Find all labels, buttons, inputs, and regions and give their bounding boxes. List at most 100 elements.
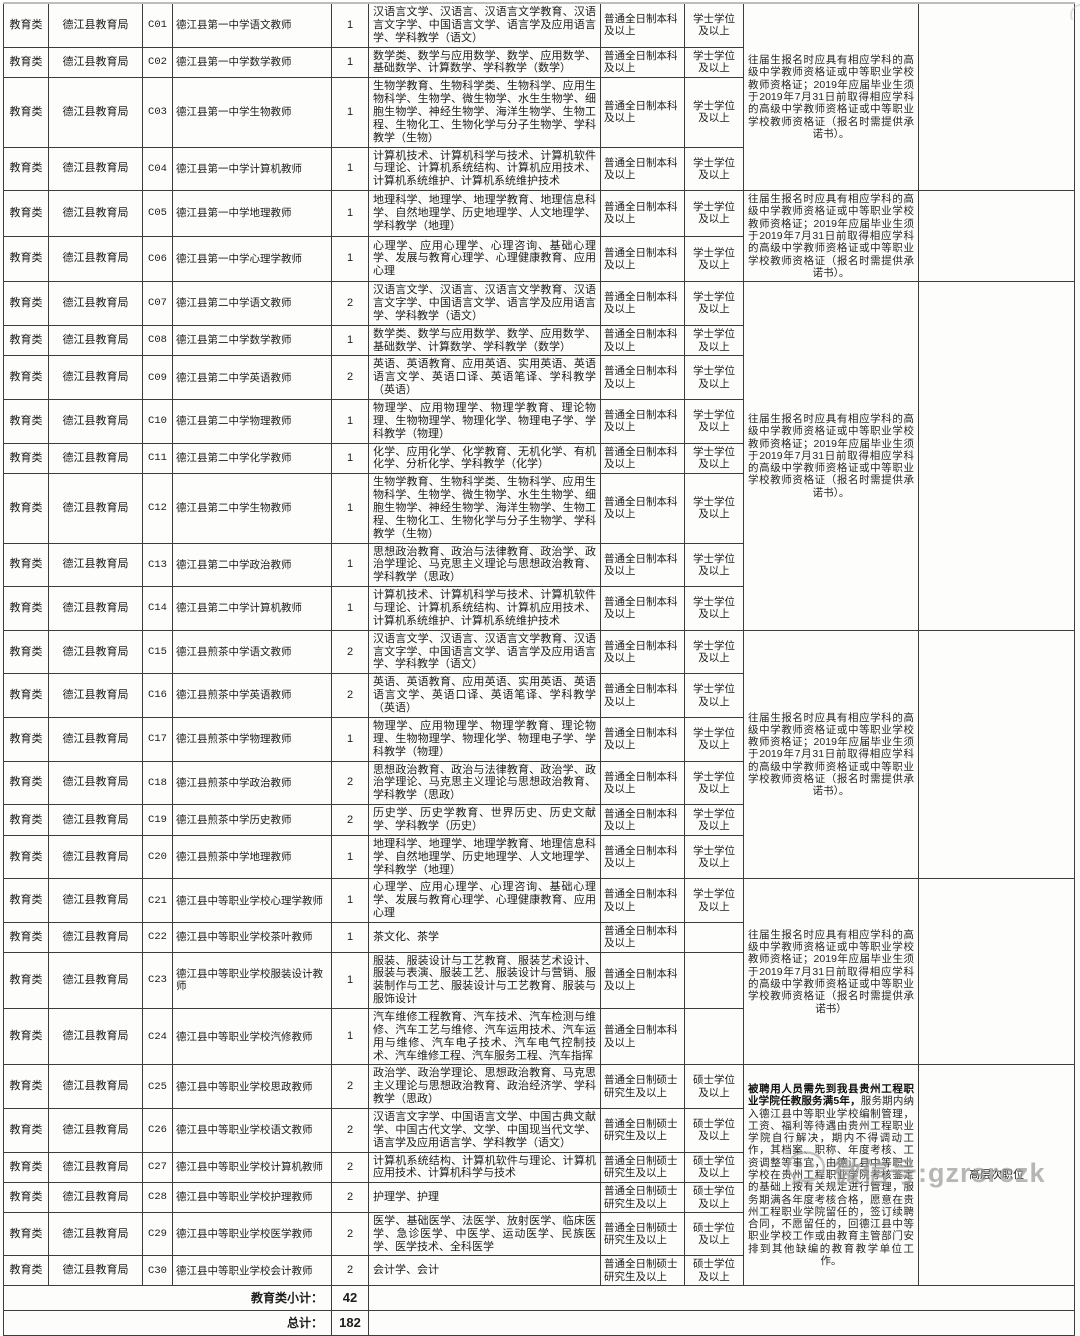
cell-degree: 学士学位及以上 — [684, 542, 744, 588]
cell-name: 德江县煎茶中学英语教师 — [172, 673, 332, 718]
cell-name: 德江县第二中学英语教师 — [172, 355, 332, 401]
cell-code: C29 — [142, 1211, 173, 1257]
cell-bureau: 德江县教育局 — [48, 2, 143, 48]
table-row: 教育类 德江县教育局 C09 德江县第二中学英语教师 2 英语、英语教育、应用英语、实用英… — [3, 355, 1075, 401]
cell-bureau: 德江县教育局 — [48, 1211, 143, 1257]
cell-category: 教育类 — [3, 1007, 49, 1066]
cell-education: 普通全日制本科及以上 — [600, 878, 685, 923]
cell-education: 普通全日制本科及以上 — [600, 2, 685, 48]
cell-count: 2 — [331, 804, 369, 836]
cell-majors: 汉语言文学、汉语言、汉语言文学教育、汉语言文字学、中国语言文学、语言学及应用语言… — [368, 2, 601, 48]
cell-name: 德江县第二中学计算机教师 — [172, 586, 332, 631]
note-bold-lead: 被聘用人员需先到我县贵州工程职业学院任教服务满5年， — [748, 1083, 914, 1108]
cell-code: C10 — [142, 399, 173, 444]
cell-count: 1 — [331, 399, 369, 444]
table-row: 教育类 德江县教育局 C02 德江县第一中学数学教师 1 数学类、数学与应用数学、数学、应… — [3, 46, 1075, 79]
cell-majors: 计算机技术、计算机科学与技术、计算机软件与理论、计算机系统结构、计算机应用技术、… — [368, 146, 601, 192]
cell-bureau: 德江县教育局 — [48, 1182, 143, 1213]
table-row: 教育类 德江县教育局 C15 德江县煎茶中学语文教师 2 汉语言文学、汉语言、汉语言文学教… — [3, 629, 1075, 880]
table-row: 教育类 德江县教育局 C27 德江县中等职业学校计算机教师 2 计算机系统结构、计算机软件… — [3, 1151, 1075, 1184]
cell-count: 2 — [331, 629, 369, 675]
cell-degree: 学士学位及以上 — [684, 235, 744, 283]
cell-bureau: 德江县教育局 — [48, 1255, 143, 1286]
cell-count: 1 — [331, 473, 369, 544]
cell-count: 1 — [331, 442, 369, 475]
cell-name: 德江县第二中学化学教师 — [172, 442, 332, 475]
cell-majors: 英语、英语教育、应用英语、实用英语、英语语言文学、英语口译、英语笔译、学科教学（… — [368, 355, 601, 401]
cell-remark — [918, 2, 1075, 192]
cell-degree: 学士学位及以上 — [684, 716, 744, 762]
cell-count: 1 — [331, 2, 369, 48]
corner-ring-shape — [1070, 4, 1080, 20]
cell-code: C14 — [142, 586, 173, 631]
cell-code: C25 — [142, 1064, 173, 1109]
cell-count: 1 — [331, 324, 369, 357]
cell-name: 德江县中等职业学校茶叶教师 — [172, 921, 332, 953]
cell-name: 德江县中等职业学校思政教师 — [172, 1064, 332, 1109]
cell-majors: 物理学、应用物理学、物理学教育、理论物理、生物物理学、物理化学、物理电子学、学科… — [368, 399, 601, 444]
cell-degree: 硕士学位及以上 — [684, 1211, 744, 1257]
cell-code: C02 — [142, 46, 173, 79]
footer-value: 42 — [331, 1284, 369, 1311]
cell-degree: 学士学位及以上 — [684, 834, 744, 880]
corner-watermark-fragment — [1064, 4, 1080, 20]
table-footer-row: 总计： 182 — [3, 1309, 1075, 1336]
cell-code: C30 — [142, 1255, 173, 1286]
cell-degree: 学士学位及以上 — [684, 473, 744, 544]
cell-majors: 数学类、数学与应用数学、数学、应用数学、基础数学、计算数学、学科教学（数学） — [368, 46, 601, 79]
table-row: 教育类 德江县教育局 C07 德江县第二中学语文教师 2 汉语言文学、汉语言、汉语言文学教… — [3, 281, 1075, 631]
cell-degree: 学士学位及以上 — [684, 77, 744, 148]
table-row: 教育类 德江县教育局 C19 德江县煎茶中学历史教师 2 历史学、历史学教育、世界历史、历… — [3, 804, 1075, 836]
cell-degree: 学士学位及以上 — [684, 804, 744, 836]
table-row: 教育类 德江县教育局 C13 德江县第二中学政治教师 1 思想政治教育、政治与法律教育、政… — [3, 542, 1075, 588]
table-row: 教育类 德江县教育局 C24 德江县中等职业学校汽修教师 1 汽车维修工程教育、汽车技术、… — [3, 1007, 1075, 1066]
cell-education: 普通全日制本科及以上 — [600, 235, 685, 283]
cell-count: 1 — [331, 834, 369, 880]
cell-count: 1 — [331, 542, 369, 588]
cell-majors: 茶文化、茶学 — [368, 921, 601, 953]
cell-majors: 计算机系统结构、计算机软件与理论、计算机应用技术、计算机科学与技术 — [368, 1151, 601, 1184]
cell-education: 普通全日制本科及以上 — [600, 921, 685, 953]
cell-code: C20 — [142, 834, 173, 880]
table-row: 教育类 德江县教育局 C17 德江县煎茶中学物理教师 1 物理学、应用物理学、物理学教育、… — [3, 716, 1075, 762]
cell-category: 教育类 — [3, 542, 49, 588]
cell-code: C26 — [142, 1107, 173, 1153]
cell-bureau: 德江县教育局 — [48, 324, 143, 357]
cell-bureau: 德江县教育局 — [48, 716, 143, 762]
cell-bureau: 德江县教育局 — [48, 921, 143, 953]
cell-category: 教育类 — [3, 716, 49, 762]
cell-count: 2 — [331, 1064, 369, 1109]
table-row: 教育类 德江县教育局 C06 德江县第一中学心理学教师 1 心理学、应用心理学、心理咨询、… — [3, 235, 1075, 283]
cell-remark — [918, 190, 1075, 283]
cell-majors: 生物学教育、生物科学类、生物科学、应用生物科学、生物学、微生物学、水生生物学、细… — [368, 473, 601, 544]
cell-code: C28 — [142, 1182, 173, 1213]
cell-degree: 学士学位及以上 — [684, 2, 744, 48]
cell-name: 德江县第二中学生物教师 — [172, 473, 332, 544]
cell-bureau: 德江县教育局 — [48, 951, 143, 1009]
cell-count: 1 — [331, 586, 369, 631]
cell-category: 教育类 — [3, 355, 49, 401]
table-row: 教育类 德江县教育局 C18 德江县煎茶中学政治教师 2 思想政治教育、政治与法律教育、政… — [3, 760, 1075, 806]
cell-bureau: 德江县教育局 — [48, 1064, 143, 1109]
cell-category: 教育类 — [3, 1211, 49, 1257]
cell-category: 教育类 — [3, 586, 49, 631]
cell-code: C04 — [142, 146, 173, 192]
cell-majors: 思想政治教育、政治与法律教育、政治学、政治学理论、马克思主义理论与思想政治教育、… — [368, 760, 601, 806]
cell-count: 1 — [331, 951, 369, 1009]
footer-empty-cell — [368, 1309, 1075, 1336]
cell-category: 教育类 — [3, 442, 49, 475]
cell-degree — [684, 921, 744, 953]
cell-name: 德江县中等职业学校护理教师 — [172, 1182, 332, 1213]
cell-education: 普通全日制本科及以上 — [600, 442, 685, 475]
cell-majors: 英语、英语教育、应用英语、实用英语、英语语言文学、英语口译、英语笔译、学科教学（… — [368, 673, 601, 718]
cell-count: 2 — [331, 1107, 369, 1153]
cell-count: 2 — [331, 1182, 369, 1213]
cell-name: 德江县煎茶中学物理教师 — [172, 716, 332, 762]
cell-code: C19 — [142, 804, 173, 836]
cell-note: 往届生报名时应具有相应学科的高级中学教师资格证或中等职业学校教师资格证；2019… — [743, 878, 919, 1066]
cell-majors: 汉语言文学、汉语言、汉语言文学教育、汉语言文字学、中国语言文学、语言学及应用语言… — [368, 629, 601, 675]
cell-category: 教育类 — [3, 2, 49, 48]
cell-code: C21 — [142, 878, 173, 923]
cell-degree: 硕士学位及以上 — [684, 1064, 744, 1109]
cell-education: 普通全日制本科及以上 — [600, 77, 685, 148]
